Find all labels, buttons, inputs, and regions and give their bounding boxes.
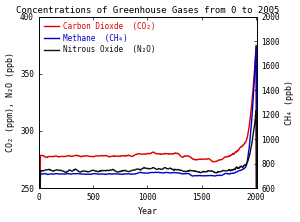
X-axis label: Year: Year xyxy=(138,207,158,216)
Y-axis label: CH₄ (ppb): CH₄ (ppb) xyxy=(285,80,294,125)
Y-axis label: CO₂ (ppm), N₂O (ppb): CO₂ (ppm), N₂O (ppb) xyxy=(6,52,15,152)
Legend: Carbon Dioxde  (CO₂), Methane  (CH₄), Nitrous Oxide  (N₂O): Carbon Dioxde (CO₂), Methane (CH₄), Nitr… xyxy=(43,21,157,56)
Title: Concentrations of Greenhouse Gases from 0 to 2005: Concentrations of Greenhouse Gases from … xyxy=(16,6,279,15)
